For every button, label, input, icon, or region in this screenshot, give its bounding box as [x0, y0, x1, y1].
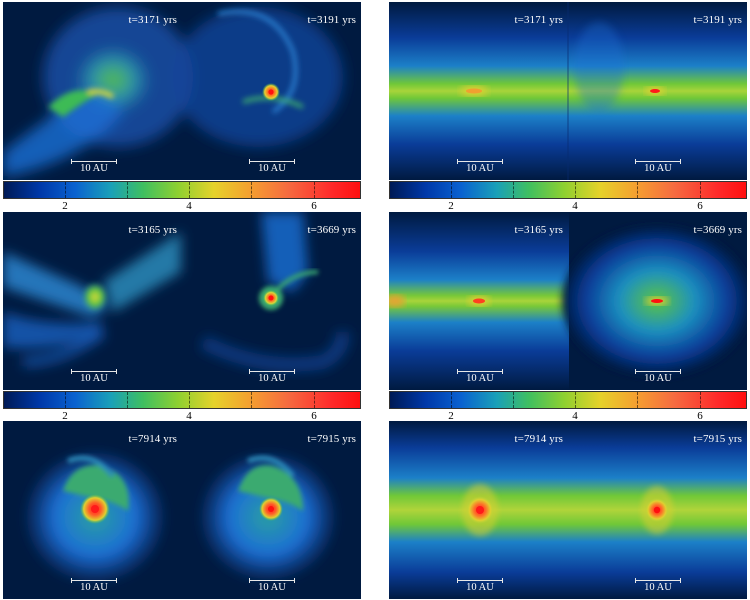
scalebar-edge-row-3-left: 10 AU — [457, 578, 503, 593]
face-on-time-row-1-right: t=3191 yrs — [307, 14, 356, 26]
scalebar-label: 10 AU — [80, 582, 108, 593]
scalebar-edge-row-1-left: 10 AU — [457, 159, 503, 174]
scalebar-face-row-3-right: 10 AU — [249, 578, 295, 593]
scalebar-face-row-3-left: 10 AU — [71, 578, 117, 593]
face-on-time-row-1-left: t=3171 yrs — [128, 14, 177, 26]
edge-on-time-row-2-left: t=3165 yrs — [514, 224, 563, 236]
scalebar-label: 10 AU — [258, 582, 286, 593]
colorbar-label-2: 2 — [448, 200, 454, 212]
colorbar-label-4: 4 — [572, 410, 578, 422]
scalebar-face-row-2-left: 10 AU — [71, 369, 117, 384]
scalebar-label: 10 AU — [80, 163, 108, 174]
colorbar-label-6: 6 — [697, 410, 703, 422]
colorbar-edge-row-1: 2 4 6 — [389, 181, 747, 212]
colorbar-tick — [65, 392, 66, 408]
scalebar-label: 10 AU — [644, 163, 672, 174]
colorbar-tick — [451, 392, 452, 408]
face-on-time-row-2-right: t=3669 yrs — [307, 224, 356, 236]
colorbar-tick — [575, 182, 576, 198]
edge-on-time-row-3-left: t=7914 yrs — [514, 433, 563, 445]
colorbar-tick — [637, 392, 638, 408]
colorbar-tick — [189, 182, 190, 198]
colorbar-tick — [314, 182, 315, 198]
colorbar-tick — [513, 182, 514, 198]
scalebar-label: 10 AU — [466, 582, 494, 593]
scalebar-label: 10 AU — [258, 163, 286, 174]
scalebar-label: 10 AU — [466, 163, 494, 174]
edge-on-time-row-3-right: t=7915 yrs — [693, 433, 742, 445]
colorbar-tick — [575, 392, 576, 408]
colorbar-label-2: 2 — [62, 410, 68, 422]
face-on-panel-row-2: t=3165 yrs t=3669 yrs 10 AU 10 AU — [3, 212, 361, 390]
edge-on-panel-row-1: t=3171 yrs t=3191 yrs 10 AU 10 AU — [389, 2, 747, 180]
scalebar-edge-row-3-right: 10 AU — [635, 578, 681, 593]
scalebar-face-row-1-left: 10 AU — [71, 159, 117, 174]
colorbar-tick — [513, 392, 514, 408]
face-on-time-row-3-left: t=7914 yrs — [128, 433, 177, 445]
colorbar-tick — [637, 182, 638, 198]
face-on-column: t=3171 yrs t=3191 yrs 10 AU 10 AU 2 4 6 — [3, 0, 361, 600]
colorbar-label-4: 4 — [186, 410, 192, 422]
colorbar-edge-row-2: 2 4 6 — [389, 391, 747, 422]
face-on-panel-row-1: t=3171 yrs t=3191 yrs 10 AU 10 AU — [3, 2, 361, 180]
colorbar-label-6: 6 — [311, 200, 317, 212]
scalebar-label: 10 AU — [258, 373, 286, 384]
scalebar-face-row-1-right: 10 AU — [249, 159, 295, 174]
edge-on-time-row-1-left: t=3171 yrs — [514, 14, 563, 26]
face-on-time-row-3-right: t=7915 yrs — [307, 433, 356, 445]
scalebar-edge-row-2-left: 10 AU — [457, 369, 503, 384]
colorbar-tick — [700, 182, 701, 198]
scalebar-label: 10 AU — [644, 582, 672, 593]
colorbar-label-2: 2 — [448, 410, 454, 422]
colorbar-tick — [65, 182, 66, 198]
scalebar-label: 10 AU — [466, 373, 494, 384]
colorbar-tick — [251, 182, 252, 198]
colorbar-label-6: 6 — [697, 200, 703, 212]
colorbar-label-6: 6 — [311, 410, 317, 422]
colorbar-tick — [314, 392, 315, 408]
colorbar-face-row-1: 2 4 6 — [3, 181, 361, 212]
colorbar-strip — [389, 391, 747, 409]
scalebar-edge-row-1-right: 10 AU — [635, 159, 681, 174]
colorbar-label-4: 4 — [572, 200, 578, 212]
edge-on-column: t=3171 yrs t=3191 yrs 10 AU 10 AU 2 4 6 — [389, 0, 747, 600]
colorbar-tick — [127, 182, 128, 198]
colorbar-face-row-2: 2 4 6 — [3, 391, 361, 422]
colorbar-tick — [127, 392, 128, 408]
colorbar-tick — [451, 182, 452, 198]
edge-on-panel-row-2: t=3165 yrs t=3669 yrs 10 AU 10 AU — [389, 212, 747, 390]
colorbar-tick — [251, 392, 252, 408]
colorbar-tick — [700, 392, 701, 408]
scalebar-face-row-2-right: 10 AU — [249, 369, 295, 384]
edge-on-panel-row-3: t=7914 yrs t=7915 yrs 10 AU 10 AU — [389, 421, 747, 599]
scalebar-edge-row-2-right: 10 AU — [635, 369, 681, 384]
colorbar-strip — [389, 181, 747, 199]
colorbar-strip — [3, 181, 361, 199]
colorbar-strip — [3, 391, 361, 409]
scalebar-label: 10 AU — [80, 373, 108, 384]
edge-on-time-row-2-right: t=3669 yrs — [693, 224, 742, 236]
colorbar-label-4: 4 — [186, 200, 192, 212]
colorbar-tick — [189, 392, 190, 408]
colorbar-label-2: 2 — [62, 200, 68, 212]
face-on-time-row-2-left: t=3165 yrs — [128, 224, 177, 236]
face-on-panel-row-3: t=7914 yrs t=7915 yrs 10 AU 10 AU — [3, 421, 361, 599]
edge-on-time-row-1-right: t=3191 yrs — [693, 14, 742, 26]
scalebar-label: 10 AU — [644, 373, 672, 384]
